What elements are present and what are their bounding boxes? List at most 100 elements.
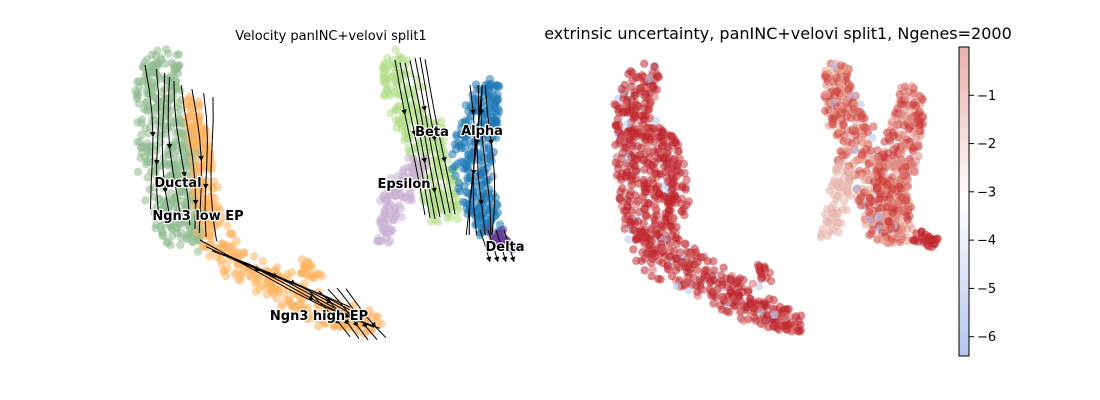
left-point [384,211,393,220]
left-point [169,60,178,70]
left-point [156,221,165,230]
right-point [888,184,897,193]
left-point [453,215,462,224]
left-point [206,230,215,239]
left-point [302,290,311,299]
left-point [195,101,204,110]
right-point [710,266,719,275]
right-point [820,210,830,219]
left-point [494,81,503,91]
streamline [487,229,499,263]
right-point [645,89,654,98]
right-point [693,287,702,296]
stream-arrow [361,322,367,328]
left-point [380,91,389,100]
right-point [668,231,677,240]
right-point [690,244,699,253]
right-point [616,187,625,197]
right-point [682,175,691,185]
colorbar-tick-label: −1 [977,89,996,104]
right-point [827,113,837,122]
left-point [484,199,493,208]
stream-arrow [485,256,492,262]
right-point [650,62,659,71]
left-point [169,73,179,82]
left-point [336,322,346,332]
left-point [393,105,402,115]
right-point [642,249,651,258]
left-point [144,89,154,99]
left-point [387,56,396,65]
right-point [726,288,735,297]
left-point [468,90,477,100]
streamline [327,288,369,341]
right-point [658,245,667,254]
left-point [491,211,500,220]
left-point [262,290,271,299]
left-point [376,218,386,227]
right-point [640,99,650,108]
left-point [184,221,193,230]
stream-arrow [272,272,278,278]
left-point [166,240,175,250]
right-point [702,265,711,275]
left-point [475,211,485,220]
right-point [901,196,910,205]
left-point [307,262,317,272]
right-point [901,163,910,172]
stream-arrow [431,187,437,193]
right-point [760,315,770,324]
right-point [914,139,923,148]
right-point [755,282,764,291]
velocity-streamlines [144,57,516,341]
right-point [868,225,877,235]
left-point [375,237,384,246]
left-point [280,290,289,300]
right-point [624,170,634,180]
stream-arrow [352,320,358,327]
right-point [638,111,647,120]
stream-arrow [290,279,296,285]
left-point [225,229,234,238]
left-point [136,153,145,163]
right-point [841,99,850,108]
stream-arrow [470,169,477,175]
left-point [192,228,201,237]
right-point [775,302,785,311]
left-point [447,199,457,208]
right-point [648,265,657,274]
right-point [654,189,664,198]
right-point [638,124,647,133]
right-point [707,277,716,286]
left-point [177,196,187,206]
streamline [318,290,360,339]
right-point [911,157,921,166]
left-panel-title: Velocity panINC+velovi split1 [235,29,426,44]
right-point [703,257,712,266]
left-point [149,207,159,216]
stream-arrow [181,171,187,177]
left-point [384,84,394,94]
left-point [204,216,214,225]
left-point [139,63,148,72]
left-point [151,78,160,87]
stream-arrow [478,109,484,115]
right-point [618,135,627,144]
streamline [495,229,507,263]
right-point [913,115,922,124]
left-point [386,75,395,84]
right-point [857,112,866,121]
colorbar-tick-label: −6 [977,330,996,345]
left-point [182,233,192,242]
left-point [182,96,191,106]
right-point [611,120,620,130]
stream-arrow [421,105,427,112]
right-point [666,222,675,231]
right-point [913,91,923,100]
left-point [385,236,395,245]
left-point [134,88,143,97]
right-point [642,180,651,190]
right-point [676,248,685,257]
streamline [173,80,191,226]
colorbar-tick-label: −2 [977,137,996,152]
